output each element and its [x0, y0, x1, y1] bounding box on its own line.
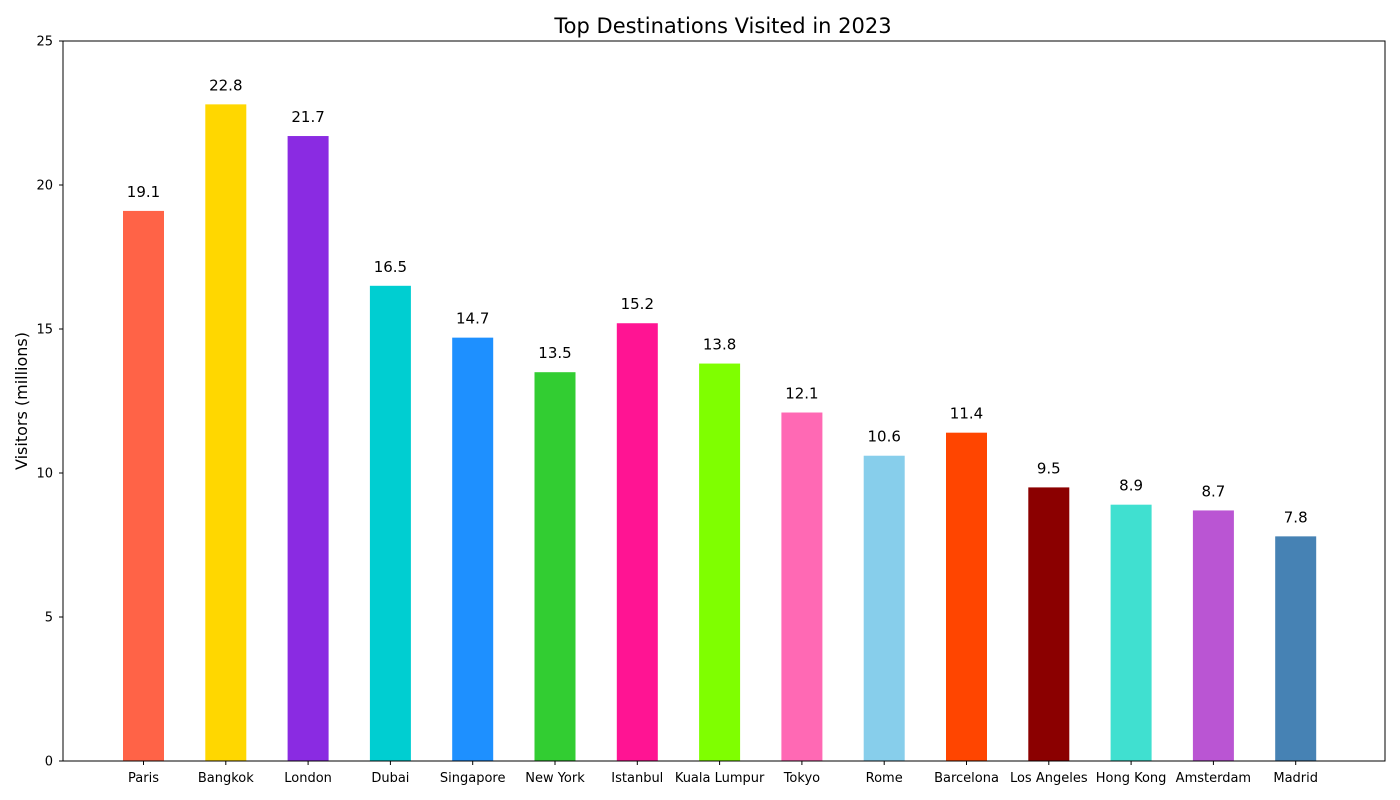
bar-singapore [452, 337, 494, 761]
bar-madrid [1275, 536, 1317, 761]
data-label: 16.5 [374, 258, 407, 276]
x-tick-label: New York [525, 771, 585, 786]
bars-group [123, 104, 1317, 762]
x-tick-label: London [284, 771, 332, 786]
y-axis-label: Visitors (millions) [12, 332, 31, 470]
x-tick-label: Los Angeles [1010, 771, 1088, 786]
data-label: 15.2 [621, 295, 654, 313]
x-tick-label: Amsterdam [1176, 771, 1251, 786]
data-label: 8.7 [1201, 482, 1225, 500]
data-label: 11.4 [950, 405, 983, 423]
x-axis-ticks: Paris Bangkok London Dubai Singapore New York… [128, 761, 1318, 786]
bar-new-york [534, 372, 576, 761]
bar-istanbul [616, 323, 658, 761]
data-label: 13.8 [703, 336, 736, 354]
y-tick-label: 10 [36, 467, 53, 482]
y-tick-label: 25 [36, 35, 53, 50]
x-tick-label: Tokyo [783, 771, 820, 786]
bar-amsterdam [1192, 510, 1234, 761]
x-tick-label: Rome [866, 771, 903, 786]
data-label: 14.7 [456, 310, 489, 328]
data-label: 8.9 [1119, 477, 1143, 495]
bar-rome [863, 455, 905, 761]
y-tick-label: 5 [45, 611, 53, 626]
y-tick-label: 0 [45, 755, 53, 770]
y-axis-ticks: 0 5 10 15 20 25 [36, 35, 63, 770]
bar-tokyo [781, 412, 823, 761]
data-label: 13.5 [538, 344, 571, 362]
x-tick-label: Singapore [440, 771, 506, 786]
data-label: 19.1 [127, 183, 160, 201]
y-tick-label: 15 [36, 323, 53, 338]
data-label: 9.5 [1037, 459, 1061, 477]
data-label: 12.1 [785, 385, 818, 403]
x-tick-label: Kuala Lumpur [675, 771, 765, 786]
x-tick-label: Dubai [371, 771, 409, 786]
data-label: 22.8 [209, 76, 242, 94]
x-tick-label: Madrid [1273, 771, 1318, 786]
bar-hong-kong [1110, 504, 1152, 761]
chart-title: Top Destinations Visited in 2023 [553, 14, 891, 38]
x-tick-label: Bangkok [198, 771, 254, 786]
bar-barcelona [946, 432, 987, 761]
data-label: 10.6 [867, 428, 900, 446]
bar-los-angeles [1028, 487, 1070, 761]
bar-dubai [369, 285, 411, 761]
data-label: 21.7 [291, 108, 324, 126]
x-tick-label: Paris [128, 771, 159, 786]
x-tick-label: Istanbul [611, 771, 663, 786]
x-tick-label: Barcelona [934, 771, 999, 786]
bar-paris [123, 210, 164, 762]
data-label: 7.8 [1284, 508, 1308, 526]
bar-london [287, 136, 329, 762]
data-labels-group: 19.1 22.8 21.7 16.5 14.7 13.5 15.2 13.8 12.1 10.6… [127, 76, 1308, 526]
bar-bangkok [205, 104, 247, 762]
y-tick-label: 20 [36, 179, 53, 194]
plot-frame [62, 40, 1386, 762]
x-tick-label: Hong Kong [1096, 771, 1167, 786]
bar-kuala-lumpur [699, 363, 741, 761]
